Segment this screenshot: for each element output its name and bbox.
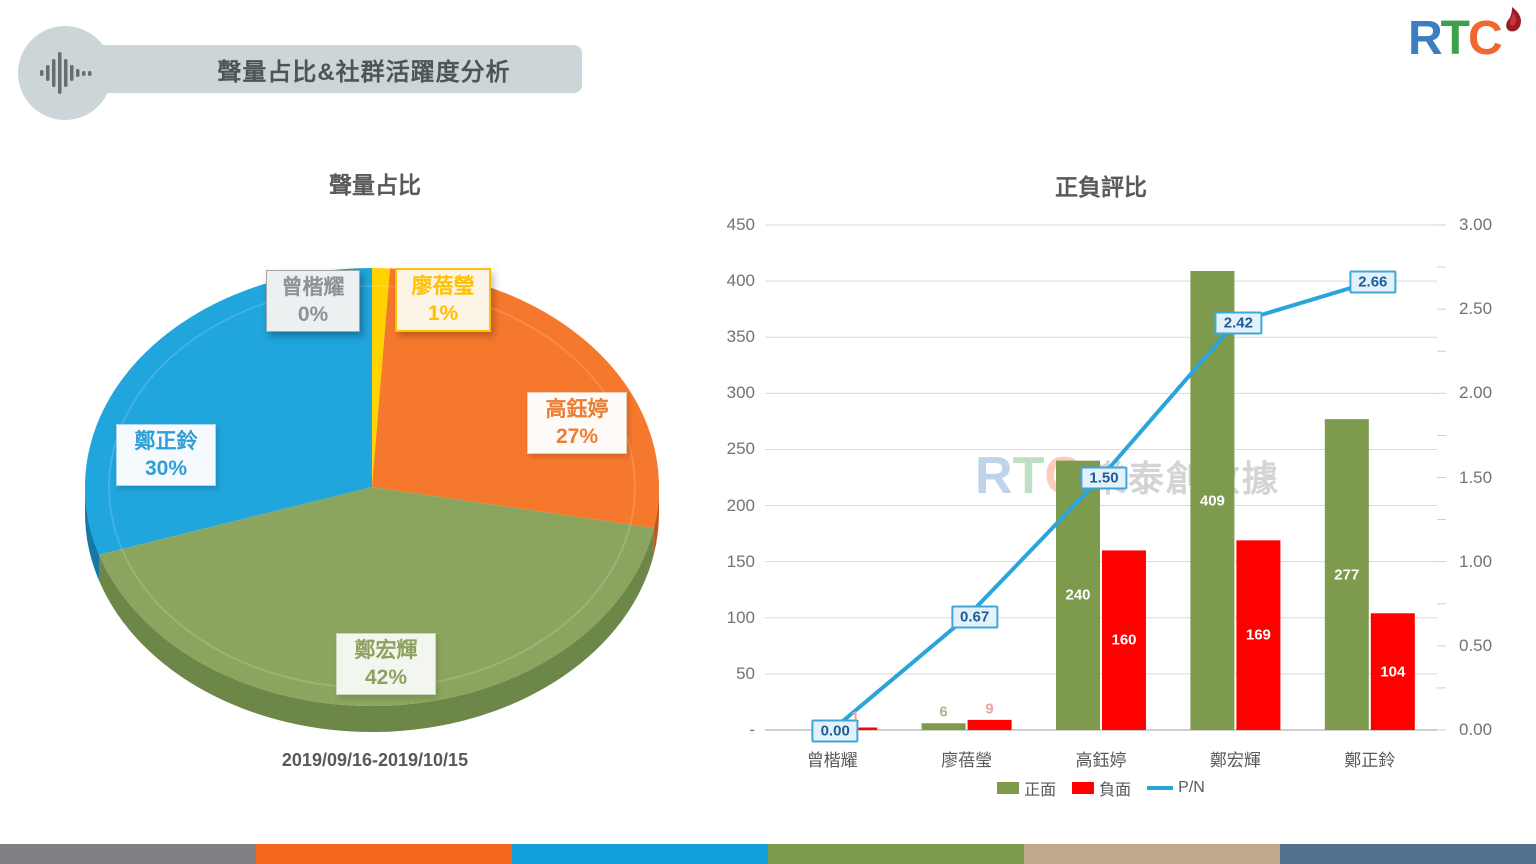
legend-item-pn: P/N bbox=[1147, 779, 1205, 797]
pie-label-name: 曾楷耀 bbox=[281, 276, 345, 299]
right-axis-tick-label: 0.50 bbox=[1459, 635, 1493, 655]
bar-value-label: 240 bbox=[1065, 586, 1091, 604]
pn-point-label: 0.67 bbox=[950, 605, 999, 629]
left-axis-tick-label: - bbox=[749, 720, 755, 739]
pn-point-label: 0.00 bbox=[811, 719, 859, 743]
left-axis-tick-label: 450 bbox=[726, 215, 755, 234]
left-axis-tick-label: 50 bbox=[736, 663, 755, 683]
legend-label-positive: 正面 bbox=[1024, 782, 1057, 799]
pie-label-pct: 27% bbox=[555, 425, 599, 448]
stripe-segment-2 bbox=[256, 844, 512, 864]
pn-line bbox=[830, 280, 1372, 732]
pie-label-zhengzhengling: 鄭正鈴 30% bbox=[116, 424, 216, 486]
pie-label-zhenghonghui: 鄭宏輝 42% bbox=[336, 633, 436, 695]
category-label: 高鈺婷 bbox=[1075, 751, 1127, 770]
bar-chart-title: 正負評比 bbox=[1055, 174, 1147, 200]
category-label: 廖蓓瑩 bbox=[941, 751, 993, 770]
legend-item-negative: 負面 bbox=[1072, 776, 1131, 800]
pie-label-zengkaiyao: 曾楷耀 0% bbox=[266, 270, 360, 332]
positive-bar-鄭正鈴 bbox=[1324, 419, 1369, 730]
legend-swatch-pn-line bbox=[1147, 786, 1174, 790]
stripe-segment-5 bbox=[1024, 844, 1280, 864]
legend-swatch-positive bbox=[997, 782, 1020, 794]
category-label: 曾楷耀 bbox=[806, 751, 858, 770]
pie-slice-wall-鄭正鈴 bbox=[85, 487, 100, 581]
pie-chart-title: 聲量占比 bbox=[329, 172, 421, 198]
legend-label-negative: 負面 bbox=[1099, 782, 1132, 799]
logo-letter-r: R bbox=[1408, 12, 1443, 65]
bar-value-label: 277 bbox=[1334, 566, 1360, 584]
watermark: RTC 樂泰創數據 bbox=[975, 448, 1280, 504]
right-axis-tick-label: 0.00 bbox=[1459, 720, 1493, 739]
stripe-segment-6 bbox=[1280, 844, 1536, 864]
left-axis-tick-label: 250 bbox=[726, 439, 755, 459]
bar-value-label: 409 bbox=[1199, 492, 1225, 509]
bar-value-label: 9 bbox=[985, 700, 994, 718]
pn-point-label: 2.66 bbox=[1349, 270, 1397, 294]
legend-label-pn: P/N bbox=[1178, 779, 1205, 796]
pie-label-name: 鄭正鈴 bbox=[134, 430, 198, 453]
bar-value-label: 169 bbox=[1245, 626, 1271, 644]
right-axis-tick-label: 2.50 bbox=[1459, 299, 1493, 319]
bar-value-label: 160 bbox=[1111, 631, 1137, 649]
logo-letter-c: C bbox=[1468, 12, 1503, 65]
right-axis-tick-label: 3.00 bbox=[1459, 215, 1493, 234]
pie-date-range: 2019/09/16-2019/10/15 bbox=[281, 750, 469, 770]
pie-slice-wall-鄭宏輝 bbox=[99, 528, 654, 732]
right-axis-tick-label: 2.00 bbox=[1459, 383, 1493, 403]
right-axis-tick-label: 1.50 bbox=[1459, 467, 1493, 487]
bar-chart-legend: 正面 負面 P/N bbox=[961, 776, 1241, 800]
pn-point-label: 1.50 bbox=[1080, 466, 1128, 489]
watermark-letter-t: T bbox=[1012, 447, 1045, 505]
left-axis-tick-label: 350 bbox=[726, 327, 755, 347]
pn-point-label: 2.42 bbox=[1214, 311, 1262, 335]
watermark-letter-r: R bbox=[975, 447, 1013, 505]
pie-slice-wall-高鈺婷 bbox=[653, 487, 660, 555]
footer-color-stripe bbox=[0, 844, 1536, 864]
legend-item-positive: 正面 bbox=[997, 776, 1056, 800]
stripe-segment-3 bbox=[512, 844, 768, 864]
bar-value-label: 104 bbox=[1380, 663, 1406, 681]
logo-letter-t: T bbox=[1440, 12, 1470, 65]
bar-value-label: 6 bbox=[939, 703, 948, 721]
left-axis-tick-label: 150 bbox=[726, 551, 755, 571]
right-axis-tick-label: 1.00 bbox=[1459, 551, 1493, 571]
stripe-segment-1 bbox=[0, 844, 256, 864]
left-axis-tick-label: 200 bbox=[726, 495, 755, 515]
pie-label-pct: 0% bbox=[297, 303, 329, 326]
pie-label-name: 鄭宏輝 bbox=[354, 639, 418, 662]
left-axis-tick-label: 300 bbox=[726, 383, 755, 403]
pie-label-liaobeiying: 廖蓓瑩 1% bbox=[395, 268, 491, 332]
negative-bar-鄭宏輝 bbox=[1236, 540, 1281, 730]
positive-bar-高鈺婷 bbox=[1056, 460, 1100, 730]
rtc-logo: RTC bbox=[1408, 6, 1528, 78]
stripe-segment-4 bbox=[768, 844, 1024, 864]
header-banner: 聲量占比&社群活躍度分析 bbox=[76, 45, 582, 93]
pie-label-pct: 42% bbox=[364, 666, 408, 689]
positive-bar-廖蓓瑩 bbox=[921, 723, 966, 730]
negative-bar-高鈺婷 bbox=[1102, 550, 1146, 730]
pie-slice-鄭宏輝 bbox=[99, 487, 654, 706]
bar-value-label: 1 bbox=[851, 708, 860, 725]
pie-label-pct: 30% bbox=[144, 457, 188, 480]
pie-label-name: 高鈺婷 bbox=[545, 398, 609, 421]
page-title: 聲量占比&社群活躍度分析 bbox=[217, 58, 511, 86]
negative-bar-廖蓓瑩 bbox=[967, 719, 1012, 730]
negative-bar-鄭正鈴 bbox=[1370, 613, 1415, 730]
legend-swatch-negative bbox=[1072, 782, 1095, 794]
pie-label-name: 廖蓓瑩 bbox=[411, 275, 475, 298]
pie-label-pct: 1% bbox=[427, 302, 459, 325]
category-label: 鄭正鈴 bbox=[1344, 751, 1396, 770]
waveform-icon bbox=[40, 52, 92, 94]
pie-slice-廖蓓瑩 bbox=[372, 268, 391, 487]
pie-label-gaoyuting: 高鈺婷 27% bbox=[527, 392, 627, 454]
flame-icon bbox=[1506, 7, 1522, 32]
left-axis-tick-label: 100 bbox=[726, 607, 755, 627]
left-axis-tick-label: 400 bbox=[726, 271, 755, 291]
pie-slice-高鈺婷 bbox=[372, 268, 659, 529]
category-label: 鄭宏輝 bbox=[1209, 751, 1261, 770]
